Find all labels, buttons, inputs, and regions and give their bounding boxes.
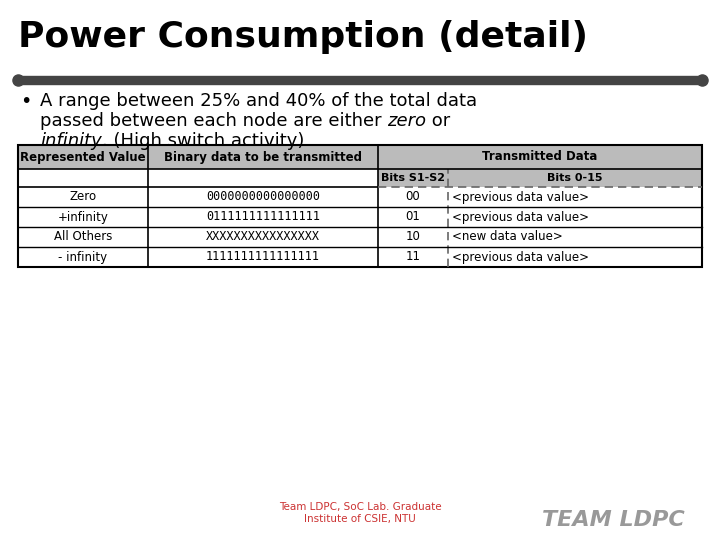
Text: 1111111111111111: 1111111111111111 [206, 251, 320, 264]
Text: 0000000000000000: 0000000000000000 [206, 191, 320, 204]
Text: +infinity: +infinity [58, 211, 109, 224]
Bar [18, 145, 702, 267]
Bar [18, 145, 702, 169]
Text: Bits 0-15: Bits 0-15 [547, 173, 603, 183]
Text: A range between 25% and 40% of the total data: A range between 25% and 40% of the total… [40, 92, 477, 110]
Text: 0111111111111111: 0111111111111111 [206, 211, 320, 224]
Text: 10: 10 [405, 231, 420, 244]
Text: <previous data value>: <previous data value> [452, 211, 589, 224]
Text: Transmitted Data: Transmitted Data [482, 151, 598, 164]
Text: •: • [20, 92, 32, 111]
Text: <new data value>: <new data value> [452, 231, 563, 244]
Text: . (High switch activity): . (High switch activity) [102, 132, 304, 150]
Text: Binary data to be transmitted: Binary data to be transmitted [164, 151, 362, 164]
Text: - infinity: - infinity [58, 251, 107, 264]
Text: Zero: Zero [69, 191, 96, 204]
Text: or: or [426, 112, 451, 130]
Text: <previous data value>: <previous data value> [452, 191, 589, 204]
Bar [378, 169, 702, 187]
Text: Power Consumption (detail): Power Consumption (detail) [18, 20, 588, 54]
Text: 00: 00 [405, 191, 420, 204]
Text: Team LDPC, SoC Lab. Graduate
Institute of CSIE, NTU: Team LDPC, SoC Lab. Graduate Institute o… [279, 502, 441, 524]
Text: TEAM LDPC: TEAM LDPC [542, 510, 685, 530]
Text: <previous data value>: <previous data value> [452, 251, 589, 264]
Text: infinity: infinity [40, 132, 102, 150]
Text: Bits S1-S2: Bits S1-S2 [381, 173, 445, 183]
Text: XXXXXXXXXXXXXXXX: XXXXXXXXXXXXXXXX [206, 231, 320, 244]
Text: All Others: All Others [54, 231, 112, 244]
Text: Represented Value: Represented Value [20, 151, 146, 164]
Text: passed between each node are either: passed between each node are either [40, 112, 387, 130]
Text: zero: zero [387, 112, 426, 130]
Text: 11: 11 [405, 251, 420, 264]
Text: 01: 01 [405, 211, 420, 224]
